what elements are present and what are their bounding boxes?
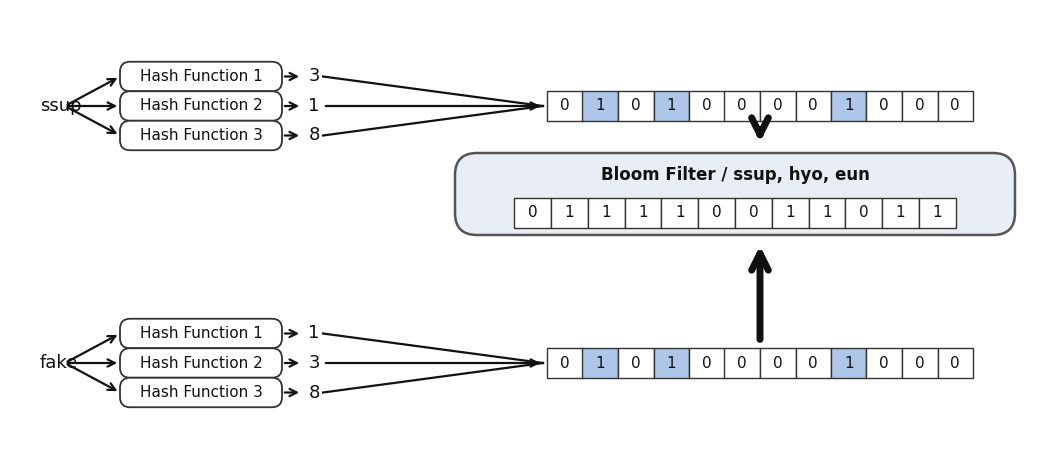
Text: Hash Function 3: Hash Function 3 <box>139 128 263 143</box>
Bar <box>735 198 772 228</box>
Bar <box>547 348 583 378</box>
Bar <box>618 348 654 378</box>
Text: 0: 0 <box>951 356 960 371</box>
Bar <box>689 348 725 378</box>
Text: 0: 0 <box>915 98 925 114</box>
Text: Hash Function 3: Hash Function 3 <box>139 385 263 400</box>
Bar <box>515 198 551 228</box>
Bar <box>588 198 624 228</box>
Text: fake: fake <box>40 354 78 372</box>
Text: 0: 0 <box>773 356 782 371</box>
FancyBboxPatch shape <box>120 319 282 348</box>
Bar <box>882 198 919 228</box>
Text: 0: 0 <box>702 356 711 371</box>
Text: 1: 1 <box>595 98 605 114</box>
Text: 1: 1 <box>844 356 854 371</box>
FancyBboxPatch shape <box>120 121 282 150</box>
Bar <box>583 348 618 378</box>
Text: 0: 0 <box>880 98 889 114</box>
Bar <box>624 198 661 228</box>
Bar <box>866 348 902 378</box>
Text: 0: 0 <box>631 98 640 114</box>
Text: 1: 1 <box>309 324 320 343</box>
Text: 0: 0 <box>880 356 889 371</box>
Bar <box>661 198 698 228</box>
Bar <box>902 348 937 378</box>
Text: Hash Function 1: Hash Function 1 <box>139 69 263 84</box>
Bar <box>654 348 689 378</box>
Text: 8: 8 <box>309 383 320 402</box>
Text: 0: 0 <box>737 98 747 114</box>
Text: 0: 0 <box>560 98 570 114</box>
Text: 1: 1 <box>822 205 832 220</box>
Bar <box>698 198 735 228</box>
Bar <box>760 91 796 121</box>
Bar <box>796 348 831 378</box>
Text: 0: 0 <box>737 356 747 371</box>
FancyBboxPatch shape <box>120 62 282 91</box>
Text: 1: 1 <box>675 205 685 220</box>
Bar <box>831 348 866 378</box>
Text: 0: 0 <box>560 356 570 371</box>
Text: 0: 0 <box>631 356 640 371</box>
Text: Hash Function 1: Hash Function 1 <box>139 326 263 341</box>
Bar <box>654 91 689 121</box>
Bar <box>583 91 618 121</box>
Text: 1: 1 <box>844 98 854 114</box>
Text: 0: 0 <box>711 205 722 220</box>
Text: 3: 3 <box>309 67 320 86</box>
Bar <box>725 91 760 121</box>
Text: 1: 1 <box>666 356 676 371</box>
Text: 3: 3 <box>309 354 320 372</box>
Text: 0: 0 <box>809 98 818 114</box>
Bar <box>831 91 866 121</box>
Text: 1: 1 <box>595 356 605 371</box>
Bar <box>866 91 902 121</box>
Bar <box>809 198 845 228</box>
Text: ssup: ssup <box>40 97 82 115</box>
Text: 1: 1 <box>933 205 942 220</box>
Text: 1: 1 <box>309 97 320 115</box>
Bar <box>919 198 956 228</box>
Text: 1: 1 <box>638 205 647 220</box>
Bar <box>551 198 588 228</box>
FancyBboxPatch shape <box>455 153 1015 235</box>
Text: 1: 1 <box>895 205 906 220</box>
Bar <box>937 348 973 378</box>
FancyBboxPatch shape <box>120 348 282 378</box>
Bar <box>618 91 654 121</box>
FancyBboxPatch shape <box>120 378 282 407</box>
Bar <box>725 348 760 378</box>
Text: 0: 0 <box>773 98 782 114</box>
Text: 1: 1 <box>565 205 574 220</box>
Text: 1: 1 <box>786 205 795 220</box>
FancyBboxPatch shape <box>120 91 282 121</box>
Bar <box>772 198 809 228</box>
Bar <box>760 348 796 378</box>
Text: 8: 8 <box>309 126 320 145</box>
Bar <box>547 91 583 121</box>
Text: 0: 0 <box>749 205 758 220</box>
Text: 1: 1 <box>601 205 611 220</box>
Bar <box>937 91 973 121</box>
Text: 1: 1 <box>666 98 676 114</box>
Bar <box>689 91 725 121</box>
Text: Hash Function 2: Hash Function 2 <box>139 98 263 114</box>
Text: 0: 0 <box>702 98 711 114</box>
Text: Bloom Filter / ssup, hyo, eun: Bloom Filter / ssup, hyo, eun <box>600 166 869 184</box>
Text: 0: 0 <box>915 356 925 371</box>
Text: 0: 0 <box>951 98 960 114</box>
Text: Hash Function 2: Hash Function 2 <box>139 356 263 371</box>
Bar <box>845 198 882 228</box>
Text: 0: 0 <box>809 356 818 371</box>
Text: 0: 0 <box>528 205 538 220</box>
Text: 0: 0 <box>859 205 868 220</box>
Bar <box>796 91 831 121</box>
Bar <box>902 91 937 121</box>
